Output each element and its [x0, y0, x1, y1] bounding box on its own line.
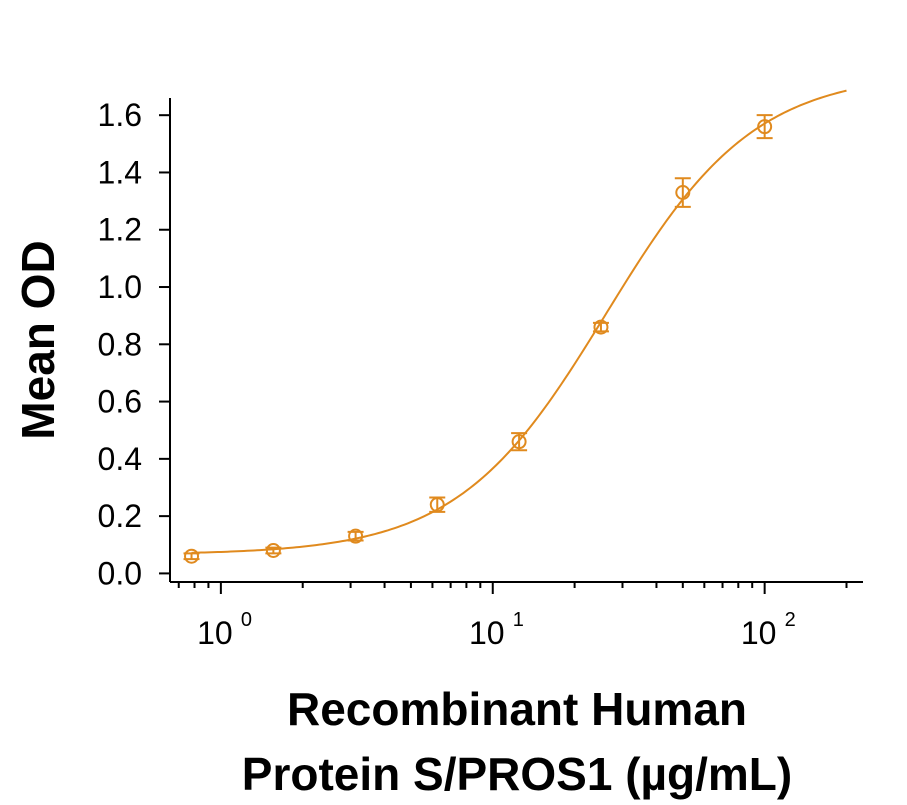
y-tick-label: 0.0	[98, 555, 142, 591]
data-point	[756, 114, 773, 140]
y-tick-label: 1.4	[98, 154, 142, 190]
data-point	[347, 528, 364, 544]
fit-curve	[191, 89, 847, 554]
x-tick-label: 10 0	[197, 609, 252, 651]
data-point	[674, 177, 691, 208]
data-point	[265, 542, 282, 558]
x-axis-title-line: Recombinant Human	[287, 683, 747, 735]
data-marker	[757, 119, 773, 135]
y-tick-label: 0.2	[98, 498, 142, 534]
data-marker	[348, 528, 364, 544]
x-tick-label-base: 10	[197, 615, 233, 651]
fit-curve-layer	[191, 89, 847, 554]
y-axis-title: Mean OD	[12, 240, 64, 439]
data-marker	[675, 185, 691, 201]
y-tick-label: 0.8	[98, 326, 142, 362]
data-point	[429, 496, 446, 513]
data-marker	[429, 497, 445, 513]
x-tick-label-exponent: 2	[785, 609, 796, 631]
x-tick-label-exponent: 1	[513, 609, 524, 631]
axis-labels-layer: 0.0 0.2 0.4 0.6 0.8 1.0 1.2 1.4 1.6 10 0 10 1 10 2 Mean…	[12, 97, 796, 800]
y-tick-label: 1.6	[98, 97, 142, 133]
y-tick-label: 0.4	[98, 441, 142, 477]
x-axis-title-line: Protein S/PROS1 (µg/mL)	[242, 748, 792, 800]
x-tick-label: 10 2	[741, 609, 796, 651]
data-point	[592, 319, 609, 335]
x-tick-label: 10 1	[469, 609, 524, 651]
x-tick-label-exponent: 0	[241, 609, 252, 631]
data-point	[183, 548, 200, 564]
x-tick-label-base: 10	[741, 615, 777, 651]
x-tick-label-base: 10	[469, 615, 505, 651]
data-marker	[511, 434, 527, 450]
data-points-layer	[183, 114, 773, 564]
data-marker	[265, 542, 281, 558]
axes	[159, 98, 863, 594]
data-marker	[184, 548, 200, 564]
data-marker	[593, 319, 609, 335]
y-tick-label: 1.0	[98, 269, 142, 305]
y-tick-label: 1.2	[98, 212, 142, 248]
data-point	[511, 432, 528, 452]
y-tick-label: 0.6	[98, 384, 142, 420]
